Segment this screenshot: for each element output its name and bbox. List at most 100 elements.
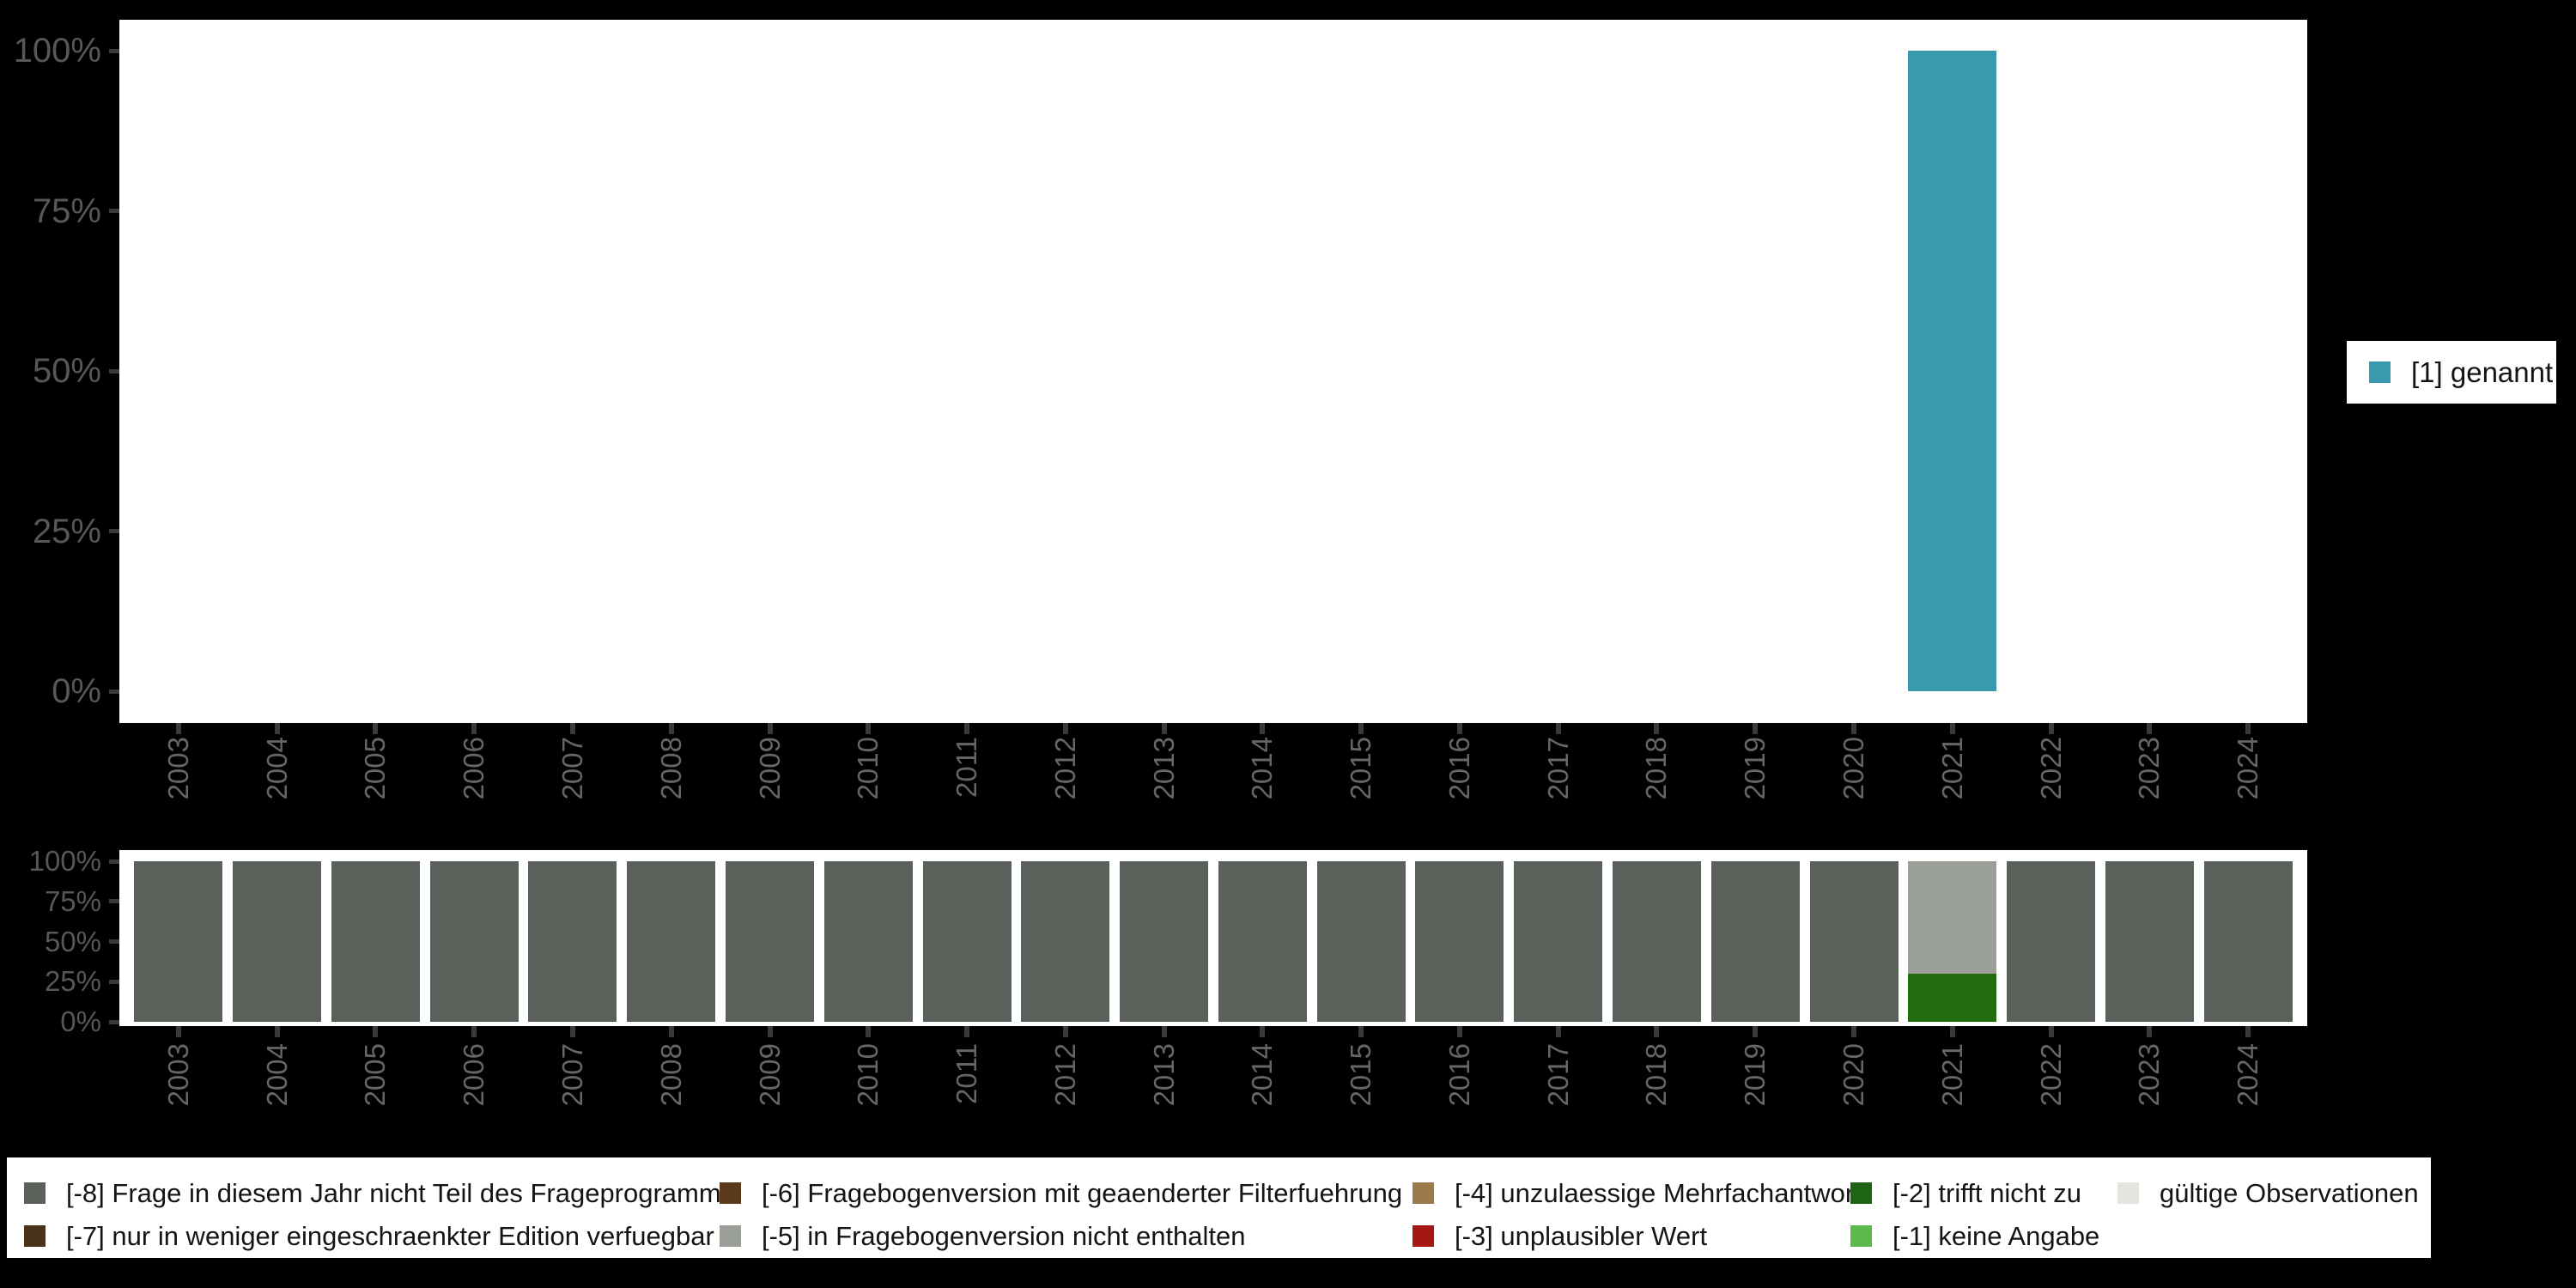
x-tick: [1851, 1026, 1856, 1037]
legend-swatch-missing: [1413, 1182, 1434, 1204]
x-tick-label-2012: 2012: [1049, 1043, 1081, 1107]
x-tick-label-2009: 2009: [754, 737, 786, 800]
x-tick-label-2006: 2006: [458, 737, 489, 800]
x-tick-label-2008: 2008: [655, 1043, 687, 1107]
x-tick-label-2011: 2011: [951, 737, 982, 798]
y-tick-label: 100%: [13, 32, 101, 70]
bar-segment-2014: [1218, 861, 1307, 1022]
x-tick-label-2013: 2013: [1148, 737, 1180, 800]
x-tick: [176, 723, 181, 734]
legend-swatch-missing: [1850, 1225, 1872, 1247]
bar-segment-2005: [331, 861, 420, 1022]
x-tick-label-2024: 2024: [2232, 737, 2263, 800]
x-tick: [373, 1026, 378, 1037]
legend-label-missing: [-3] unplausibler Wert: [1455, 1221, 1708, 1251]
x-tick: [2147, 723, 2152, 734]
x-tick-label-2014: 2014: [1246, 1043, 1278, 1107]
x-tick-label-2006: 2006: [458, 1043, 489, 1107]
x-tick-label-2017: 2017: [1542, 1043, 1574, 1107]
x-tick: [1063, 723, 1068, 734]
x-tick-label-2012: 2012: [1049, 737, 1081, 800]
x-tick-label-2007: 2007: [556, 737, 588, 800]
x-tick-label-2020: 2020: [1838, 737, 1869, 800]
x-tick: [1654, 1026, 1659, 1037]
x-tick: [1457, 723, 1462, 734]
x-tick-label-2010: 2010: [852, 1043, 884, 1107]
x-tick-label-2022: 2022: [2035, 737, 2067, 800]
legend-swatch-missing: [24, 1182, 46, 1204]
x-tick-label-2016: 2016: [1443, 737, 1475, 800]
x-tick-label-2021: 2021: [1936, 737, 1968, 800]
y-tick: [109, 369, 119, 374]
bar-segment-2012: [1021, 861, 1109, 1022]
x-tick: [570, 1026, 575, 1037]
x-tick-label-2005: 2005: [359, 737, 391, 800]
x-tick-label-2011: 2011: [951, 1043, 982, 1104]
legend-swatch-missing: [720, 1225, 741, 1247]
x-tick-label-2018: 2018: [1640, 737, 1672, 800]
x-tick: [1260, 723, 1265, 734]
bar-segment-2015: [1317, 861, 1406, 1022]
y-tick-label: 100%: [28, 845, 101, 877]
x-tick: [964, 1026, 969, 1037]
x-tick: [964, 723, 969, 734]
legend-valid-values: [1] genannt: [2347, 341, 2556, 404]
x-tick: [1950, 723, 1955, 734]
legend-swatch-missing: [24, 1225, 46, 1247]
x-tick-label-2004: 2004: [261, 1043, 293, 1107]
x-tick: [275, 723, 280, 734]
x-tick-label-2003: 2003: [162, 1043, 194, 1107]
legend-label-missing: [-4] unzulaessige Mehrfachantwort: [1455, 1178, 1862, 1208]
bar-segment-2007: [528, 861, 617, 1022]
x-tick: [176, 1026, 181, 1037]
x-tick: [1358, 723, 1364, 734]
x-tick: [866, 723, 871, 734]
y-tick: [109, 1020, 119, 1024]
y-tick: [109, 529, 119, 533]
bar-segment-2010: [824, 861, 913, 1022]
bar-segment-2018: [1613, 861, 1701, 1022]
legend-label-missing: [-8] Frage in diesem Jahr nicht Teil des…: [66, 1178, 735, 1208]
x-tick: [275, 1026, 280, 1037]
bar-segment-2013: [1120, 861, 1208, 1022]
bar-segment-2019: [1711, 861, 1800, 1022]
legend-label-missing: [-7] nur in weniger eingeschraenkter Edi…: [66, 1221, 714, 1251]
legend-missing-values: [-8] Frage in diesem Jahr nicht Teil des…: [7, 1157, 2431, 1258]
x-tick: [2245, 723, 2251, 734]
bar-segment-2004: [233, 861, 321, 1022]
x-tick: [373, 723, 378, 734]
x-tick: [768, 1026, 773, 1037]
x-tick: [1753, 723, 1758, 734]
y-tick-label: 75%: [32, 192, 101, 230]
y-tick: [109, 899, 119, 903]
legend-label-missing: [-1] keine Angabe: [1893, 1221, 2100, 1251]
legend-label-missing: [-6] Fragebogenversion mit geaenderter F…: [762, 1178, 1403, 1208]
x-tick: [1457, 1026, 1462, 1037]
legend-swatch-missing: [720, 1182, 741, 1204]
x-tick: [1162, 723, 1167, 734]
x-tick: [471, 723, 477, 734]
x-tick: [1358, 1026, 1364, 1037]
bar-segment-2011: [923, 861, 1012, 1022]
y-tick-label: 25%: [32, 513, 101, 550]
y-tick: [109, 49, 119, 53]
legend-label-genannt: [1] genannt: [2411, 355, 2554, 388]
x-tick-label-2005: 2005: [359, 1043, 391, 1107]
y-tick: [109, 939, 119, 944]
x-tick-label-2019: 2019: [1739, 737, 1771, 800]
x-tick: [1260, 1026, 1265, 1037]
x-tick: [1851, 723, 1856, 734]
x-tick: [570, 723, 575, 734]
x-tick: [2245, 1026, 2251, 1037]
x-tick-label-2017: 2017: [1542, 737, 1574, 800]
x-tick: [768, 723, 773, 734]
legend-label-missing: [-2] trifft nicht zu: [1893, 1178, 2081, 1208]
bar-segment-2023: [2105, 861, 2194, 1022]
x-tick-label-2008: 2008: [655, 737, 687, 800]
y-tick: [109, 980, 119, 984]
x-tick: [1654, 723, 1659, 734]
x-tick-label-2020: 2020: [1838, 1043, 1869, 1107]
x-tick: [471, 1026, 477, 1037]
x-tick-label-2023: 2023: [2133, 1043, 2165, 1107]
